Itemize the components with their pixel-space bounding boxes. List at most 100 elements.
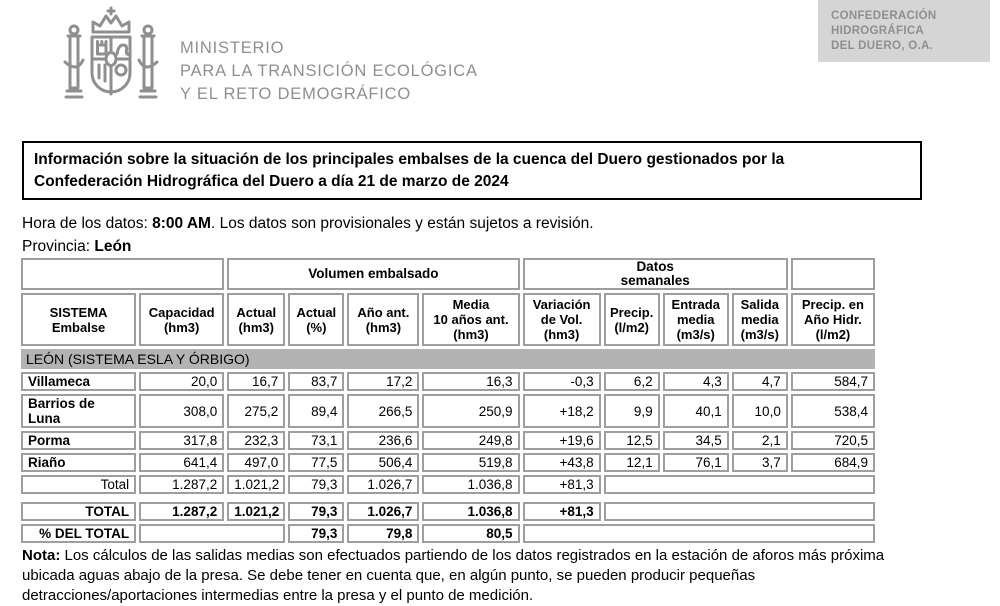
reservoir-name: Villameca (21, 372, 137, 391)
organization-box: CONFEDERACIÓN HIDROGRÁFICA DEL DUERO, O.… (818, 0, 990, 62)
table-cell: 79,3 (288, 524, 345, 543)
table-cell-blank (603, 502, 875, 521)
reservoir-name: Barrios de Luna (21, 394, 137, 428)
data-time-line: Hora de los datos: 8:00 AM. Los datos so… (22, 212, 594, 235)
table-cell: 3,7 (731, 453, 788, 472)
subtotal-row: Total 1.287,2 1.021,2 79,3 1.026,7 1.036… (21, 475, 875, 494)
col-header-precip-ano: Precip. en Año Hidr. (l/m2) (790, 293, 875, 346)
table-cell: 12,1 (603, 453, 660, 472)
table-cell: 17,2 (347, 372, 420, 391)
col-header-actual-hm3: Actual (hm3) (227, 293, 286, 346)
section-title: LEÓN (SISTEMA ESLA Y ÓRBIGO) (21, 349, 875, 369)
table-cell: 684,9 (790, 453, 875, 472)
group-header-semanales: Datos semanales (522, 258, 788, 290)
provincia-value: León (94, 238, 132, 255)
table-cell: 77,5 (288, 453, 345, 472)
table-cell: 79,8 (347, 524, 420, 543)
reservoir-name: Riaño (21, 453, 137, 472)
table-cell: -0,3 (522, 372, 601, 391)
table-cell: 519,8 (422, 453, 520, 472)
col-header-variacion: Variación de Vol. (hm3) (522, 293, 601, 346)
table-cell: 497,0 (227, 453, 286, 472)
col-header-precip: Precip. (l/m2) (603, 293, 660, 346)
table-cell: 4,7 (731, 372, 788, 391)
table-cell: 34,5 (662, 431, 729, 450)
table-cell: 308,0 (139, 394, 225, 428)
table-cell: 10,0 (731, 394, 788, 428)
table-cell: 317,8 (139, 431, 225, 450)
col-header-salida: Salida media (m3/s) (731, 293, 788, 346)
table-row: Porma 317,8 232,3 73,1 236,6 249,8 +19,6… (21, 431, 875, 450)
meta-info: Hora de los datos: 8:00 AM. Los datos so… (22, 212, 594, 258)
table-cell: 720,5 (790, 431, 875, 450)
hora-label: Hora de los datos: (22, 215, 153, 232)
table-cell-blank (139, 524, 286, 543)
table-cell: 79,3 (288, 475, 345, 494)
footnote: Nota: Los cálculos de las salidas medias… (22, 546, 930, 606)
table-cell: 9,9 (603, 394, 660, 428)
table-cell: 1.036,8 (422, 475, 520, 494)
table-cell: 6,2 (603, 372, 660, 391)
table-cell: 1.026,7 (347, 475, 420, 494)
group-header-row: Volumen embalsado Datos semanales (21, 258, 875, 290)
table-cell: 641,4 (139, 453, 225, 472)
table-cell: +81,3 (522, 475, 601, 494)
group-header-spacer (790, 258, 875, 290)
document-title: Información sobre la situación de los pr… (22, 141, 922, 200)
table-cell: 506,4 (347, 453, 420, 472)
table-cell: 73,1 (288, 431, 345, 450)
reservoir-table-area: Volumen embalsado Datos semanales SISTEM… (18, 255, 882, 546)
table-cell: 584,7 (790, 372, 875, 391)
table-cell: +81,3 (522, 502, 601, 521)
table-cell: +19,6 (522, 431, 601, 450)
table-cell: 20,0 (139, 372, 225, 391)
table-cell: 1.021,2 (227, 502, 286, 521)
subtotal-label: Total (21, 475, 137, 494)
section-row: LEÓN (SISTEMA ESLA Y ÓRBIGO) (21, 349, 875, 369)
col-header-entrada: Entrada media (m3/s) (662, 293, 729, 346)
table-cell: 79,3 (288, 502, 345, 521)
col-header-actual-pct: Actual (%) (288, 293, 345, 346)
table-row: Barrios de Luna 308,0 275,2 89,4 266,5 2… (21, 394, 875, 428)
grand-total-label: TOTAL (21, 502, 137, 521)
reservoir-table: Volumen embalsado Datos semanales SISTEM… (18, 255, 878, 497)
grand-total-row: TOTAL 1.287,2 1.021,2 79,3 1.026,7 1.036… (21, 502, 875, 521)
table-cell: +43,8 (522, 453, 601, 472)
col-header-sistema: SISTEMA Embalse (21, 293, 137, 346)
provincia-label: Provincia: (22, 238, 95, 255)
table-cell: 266,5 (347, 394, 420, 428)
table-cell: 80,5 (422, 524, 520, 543)
spain-coat-of-arms-icon (55, 4, 167, 131)
table-cell-blank (522, 524, 875, 543)
hora-suffix: . Los datos son provisionales y están su… (210, 215, 594, 232)
table-cell: +18,2 (522, 394, 601, 428)
table-cell: 250,9 (422, 394, 520, 428)
col-header-media-10: Media 10 años ant. (hm3) (422, 293, 520, 346)
table-cell-blank (603, 475, 875, 494)
table-cell: 4,3 (662, 372, 729, 391)
group-header-spacer (21, 258, 225, 290)
pct-total-row: % DEL TOTAL 79,3 79,8 80,5 (21, 524, 875, 543)
col-header-ano-ant: Año ant. (hm3) (347, 293, 420, 346)
table-cell: 1.287,2 (139, 502, 225, 521)
table-cell: 236,6 (347, 431, 420, 450)
table-cell: 1.287,2 (139, 475, 225, 494)
table-cell: 40,1 (662, 394, 729, 428)
footnote-label: Nota: (22, 547, 61, 564)
table-cell: 1.021,2 (227, 475, 286, 494)
ministry-line: PARA LA TRANSICIÓN ECOLÓGICA (180, 62, 478, 80)
reservoir-name: Porma (21, 431, 137, 450)
group-header-volumen: Volumen embalsado (227, 258, 520, 290)
province-line: Provincia: León (22, 235, 594, 258)
table-cell: 16,7 (227, 372, 286, 391)
table-row: Riaño 641,4 497,0 77,5 506,4 519,8 +43,8… (21, 453, 875, 472)
table-cell: 89,4 (288, 394, 345, 428)
totals-table: TOTAL 1.287,2 1.021,2 79,3 1.026,7 1.036… (18, 499, 878, 546)
table-cell: 232,3 (227, 431, 286, 450)
ministry-line: Y EL RETO DEMOGRÁFICO (180, 85, 412, 103)
hora-value: 8:00 AM (152, 215, 211, 232)
table-cell: 83,7 (288, 372, 345, 391)
ministry-title: MINISTERIO PARA LA TRANSICIÓN ECOLÓGICA … (180, 37, 478, 106)
table-cell: 16,3 (422, 372, 520, 391)
table-cell: 275,2 (227, 394, 286, 428)
